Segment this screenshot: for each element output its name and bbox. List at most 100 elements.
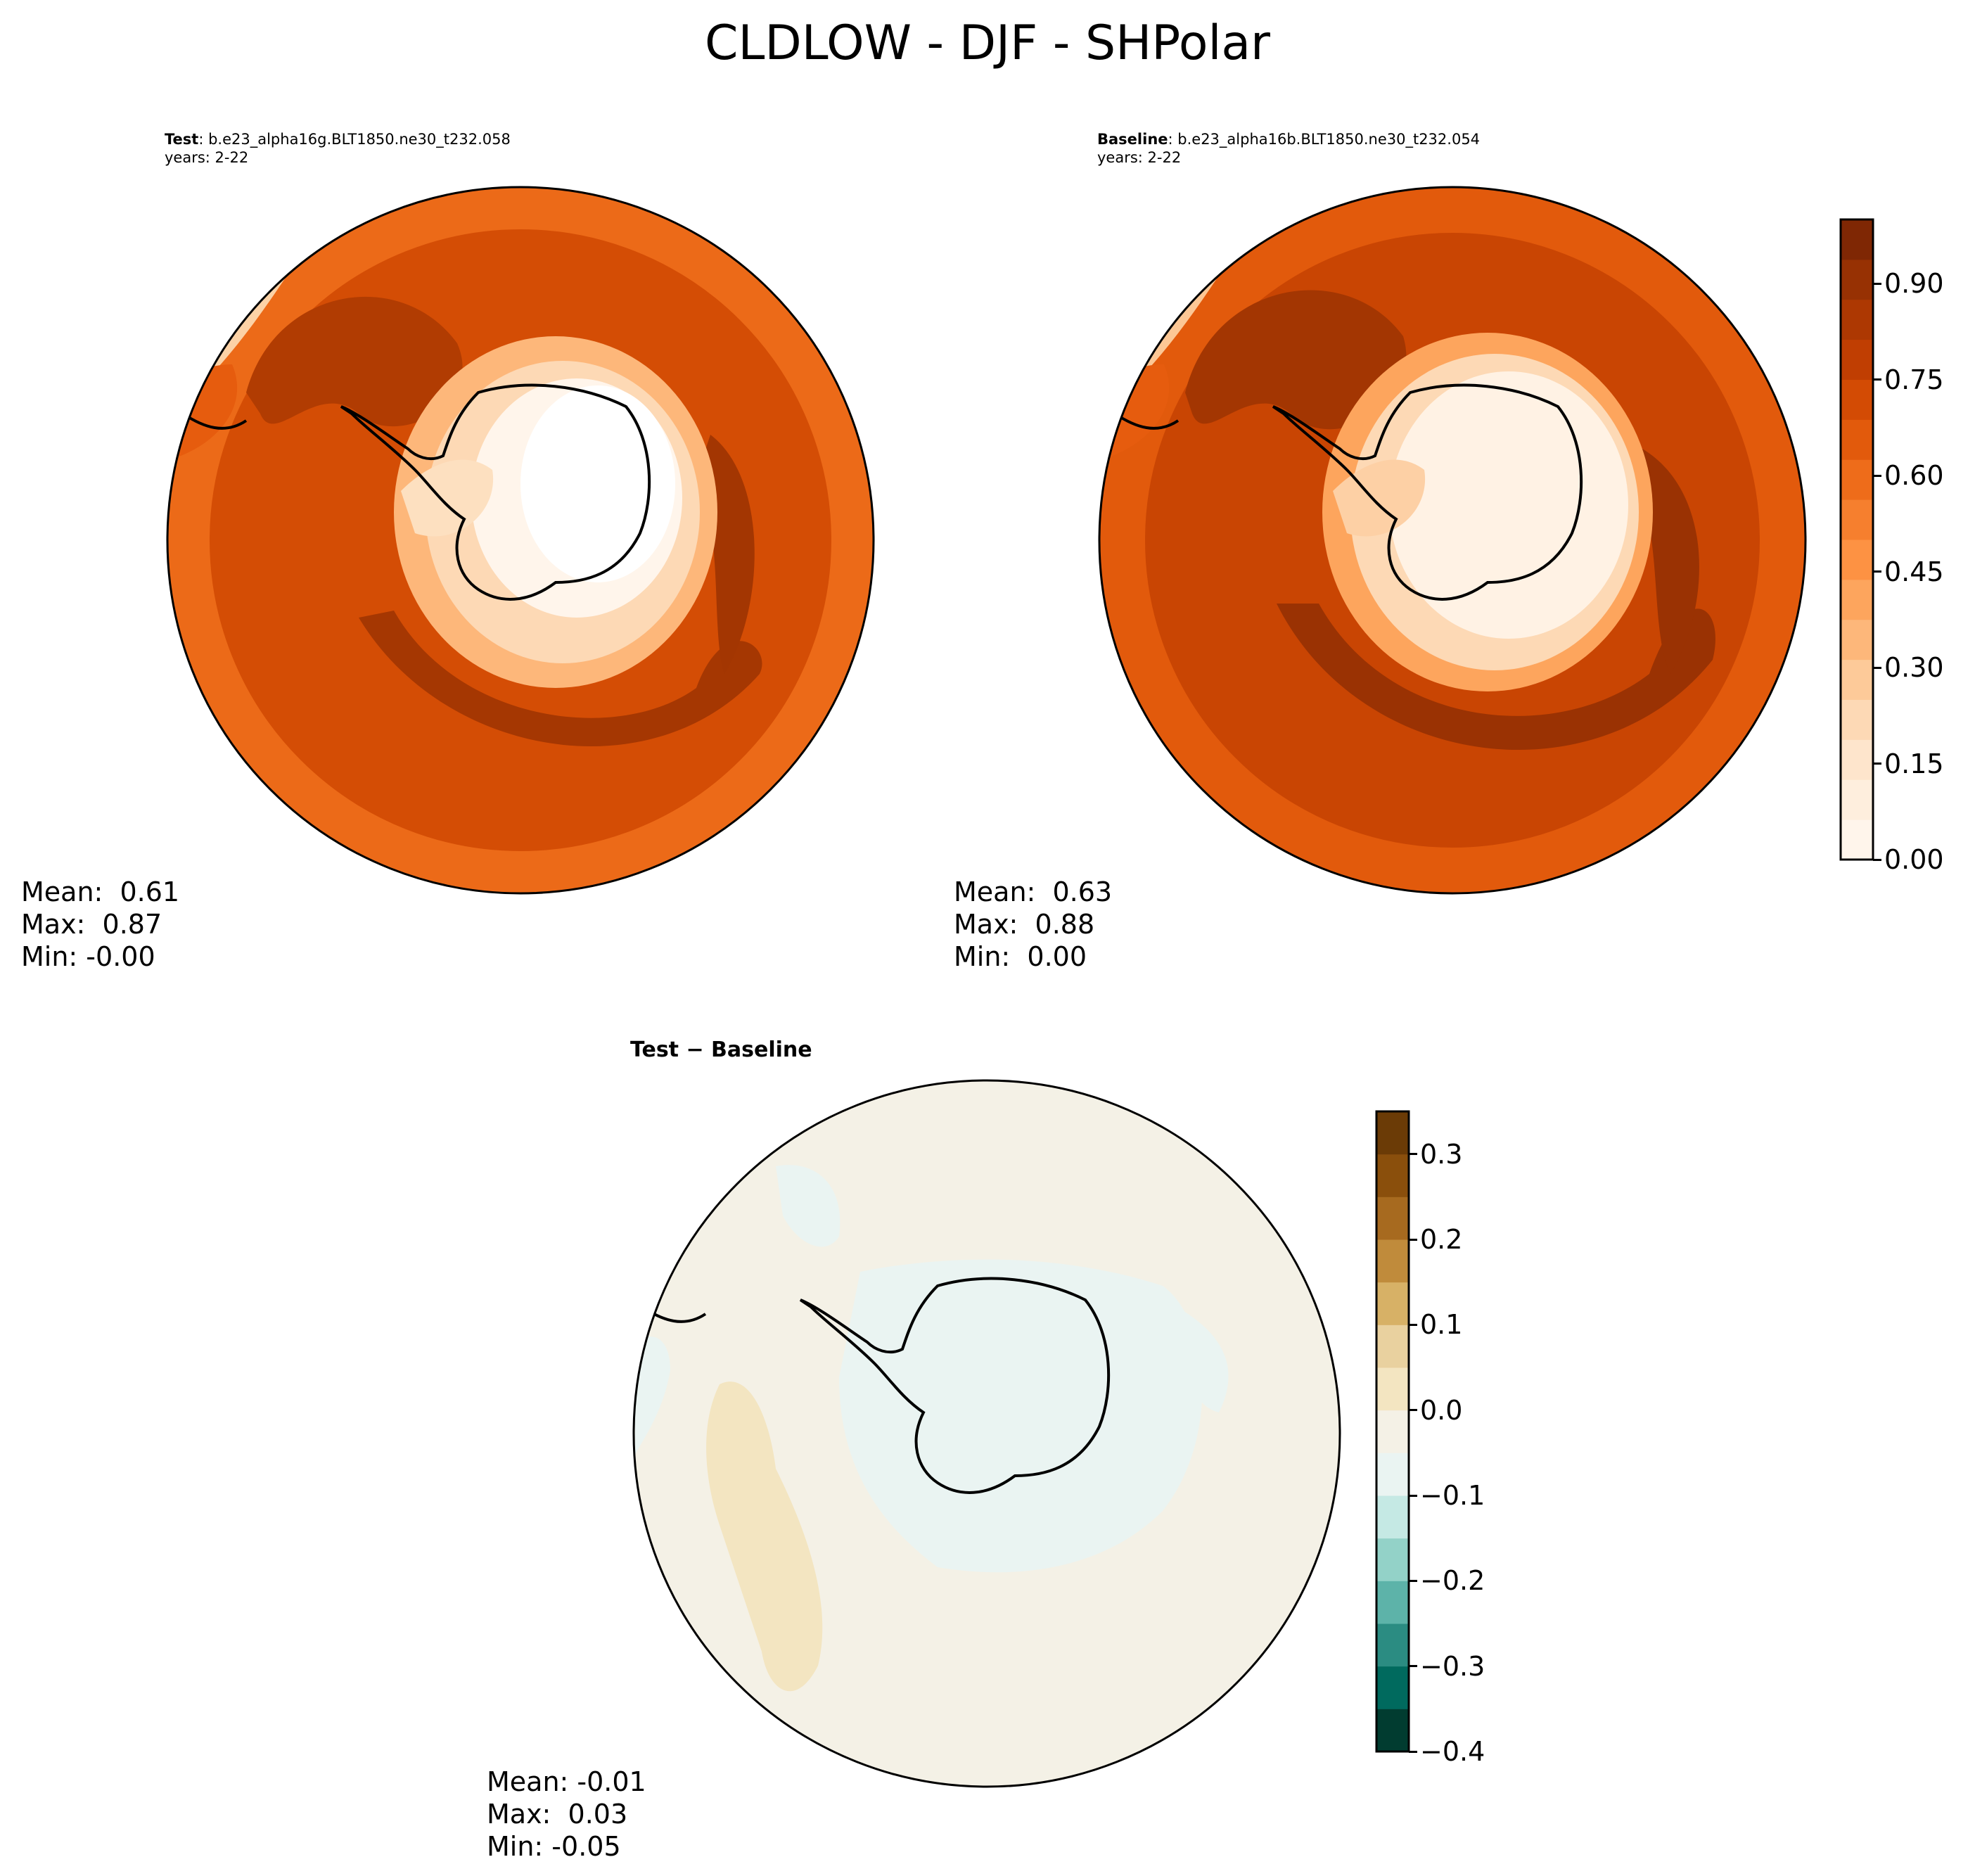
test-min: Min: -0.00	[21, 941, 155, 972]
diff-colorbar-tick-mark	[1409, 1579, 1417, 1582]
diff-colorbar-tick-label: −0.1	[1420, 1480, 1485, 1511]
diff-colorbar-color-segment	[1376, 1111, 1409, 1155]
diff-colorbar-color-segment	[1376, 1709, 1409, 1752]
test-high-cloud-band	[359, 611, 762, 746]
main-colorbar-color-segment	[1841, 259, 1873, 300]
diff-colorbar-tick-mark	[1409, 1323, 1417, 1326]
diff-colorbar-color-segment	[1376, 1154, 1409, 1197]
diff-colorbar-color-segment	[1376, 1367, 1409, 1411]
test-label-bold: Test	[165, 131, 199, 148]
test-map-boundary	[166, 186, 875, 895]
test-mean: Mean: 0.61	[21, 876, 180, 907]
baseline-label-bold: Baseline	[1097, 131, 1168, 148]
baseline-antarctic-core	[1389, 371, 1628, 639]
test-label-rest: : b.e23_alpha16g.BLT1850.ne30_t232.058	[198, 131, 511, 148]
test-stats: Mean: 0.61 Max: 0.87 Min: -0.00	[21, 876, 179, 973]
main-colorbar-color-segment	[1841, 659, 1873, 700]
diff-colorbar-color-segment	[1376, 1453, 1409, 1496]
main-colorbar-tick-mark	[1873, 570, 1881, 573]
main-colorbar-color-segment	[1841, 419, 1873, 460]
baseline-min: Min: 0.00	[954, 941, 1087, 972]
baseline-label-rest: : b.e23_alpha16b.BLT1850.ne30_t232.054	[1168, 131, 1481, 148]
main-colorbar-tick-mark	[1873, 474, 1881, 477]
main-colorbar-tick-label: 0.90	[1884, 268, 1944, 299]
diff-colorbar	[1375, 1110, 1410, 1753]
test-antarctic-core-white	[520, 385, 675, 582]
diff-colorbar-tick-mark	[1409, 1665, 1417, 1668]
test-high-cloud-band	[246, 296, 463, 427]
baseline-polar-map	[1098, 186, 1807, 895]
baseline-map-boundary	[1098, 186, 1807, 895]
diff-colorbar-tick-label: −0.2	[1420, 1565, 1485, 1597]
diff-colorbar-tick-label: 0.3	[1420, 1138, 1463, 1170]
diff-colorbar-color-segment	[1376, 1666, 1409, 1709]
baseline-years: years: 2-22	[1097, 149, 1182, 166]
diff-positive-patch	[1177, 1307, 1229, 1412]
baseline-antarctica-coastline	[1272, 383, 1583, 601]
diff-colorbar-color-segment	[1376, 1197, 1409, 1240]
diff-colorbar-tick-label: 0.0	[1420, 1394, 1463, 1426]
baseline-max: Max: 0.88	[954, 909, 1095, 940]
diff-colorbar-color-segment	[1376, 1282, 1409, 1325]
main-colorbar-tick-label: 0.75	[1884, 364, 1944, 395]
main-colorbar-tick-mark	[1873, 282, 1881, 285]
diff-positive-patch	[839, 1259, 1203, 1573]
diff-positive-patch	[776, 1165, 841, 1247]
main-colorbar-tick-mark	[1873, 858, 1881, 861]
main-colorbar-color-segment	[1841, 540, 1873, 580]
main-colorbar-color-segment	[1841, 819, 1873, 860]
diff-max: Max: 0.03	[487, 1799, 628, 1830]
diff-colorbar-tick-label: 0.1	[1420, 1309, 1463, 1341]
diff-colorbar-color-segment	[1376, 1581, 1409, 1624]
diff-colorbar-tick-label: −0.4	[1420, 1736, 1485, 1767]
main-colorbar-color-segment	[1841, 499, 1873, 540]
test-years: years: 2-22	[165, 149, 249, 166]
main-colorbar-color-segment	[1841, 699, 1873, 740]
diff-min: Min: -0.05	[487, 1831, 621, 1862]
diff-colorbar-tick-mark	[1409, 1153, 1417, 1156]
test-panel-title: Test: b.e23_alpha16g.BLT1850.ne30_t232.0…	[165, 130, 511, 167]
diff-colorbar-border	[1375, 1110, 1410, 1753]
baseline-mean: Mean: 0.63	[954, 876, 1113, 907]
main-colorbar-color-segment	[1841, 339, 1873, 380]
diff-colorbar-tick-mark	[1409, 1750, 1417, 1753]
main-colorbar-tick-label: 0.45	[1884, 556, 1944, 587]
diff-colorbar-tick-mark	[1409, 1409, 1417, 1412]
diff-colorbar-color-segment	[1376, 1538, 1409, 1581]
figure-title: CLDLOW - DJF - SHPolar	[704, 15, 1270, 71]
diff-polar-map	[632, 1079, 1341, 1788]
diff-panel-title: Test − Baseline	[630, 1038, 812, 1062]
diff-mean: Mean: -0.01	[487, 1766, 646, 1797]
diff-colorbar-color-segment	[1376, 1325, 1409, 1368]
main-colorbar-color-segment	[1841, 219, 1873, 260]
diff-colorbar-tick-mark	[1409, 1238, 1417, 1241]
diff-colorbar-tick-mark	[1409, 1494, 1417, 1497]
main-colorbar-color-segment	[1841, 779, 1873, 820]
baseline-high-cloud-band	[1277, 604, 1715, 751]
diff-colorbar-color-segment	[1376, 1239, 1409, 1283]
main-colorbar-color-segment	[1841, 619, 1873, 661]
main-colorbar-tick-mark	[1873, 378, 1881, 381]
main-colorbar-border	[1839, 218, 1874, 861]
baseline-high-cloud-band	[1185, 290, 1407, 430]
diff-colorbar-color-segment	[1376, 1623, 1409, 1667]
main-colorbar	[1839, 218, 1874, 861]
main-colorbar-tick-label: 0.60	[1884, 460, 1944, 491]
main-colorbar-color-segment	[1841, 299, 1873, 340]
diff-colorbar-tick-label: −0.3	[1420, 1650, 1485, 1682]
main-colorbar-color-segment	[1841, 459, 1873, 500]
test-max: Max: 0.87	[21, 909, 162, 940]
diff-stats: Mean: -0.01 Max: 0.03 Min: -0.05	[487, 1766, 646, 1863]
diff-antarctica-coastline	[799, 1277, 1111, 1494]
test-antarctica-coastline	[340, 383, 651, 601]
diff-positive-patch	[635, 1336, 670, 1455]
main-colorbar-tick-label: 0.30	[1884, 652, 1944, 683]
main-colorbar-color-segment	[1841, 739, 1873, 780]
main-colorbar-tick-label: 0.15	[1884, 748, 1944, 779]
diff-colorbar-tick-label: 0.2	[1420, 1224, 1463, 1255]
diff-negative-patch	[706, 1382, 823, 1692]
baseline-stats: Mean: 0.63 Max: 0.88 Min: 0.00	[954, 876, 1112, 973]
main-colorbar-tick-label: 0.00	[1884, 844, 1944, 875]
test-polar-map	[166, 186, 875, 895]
